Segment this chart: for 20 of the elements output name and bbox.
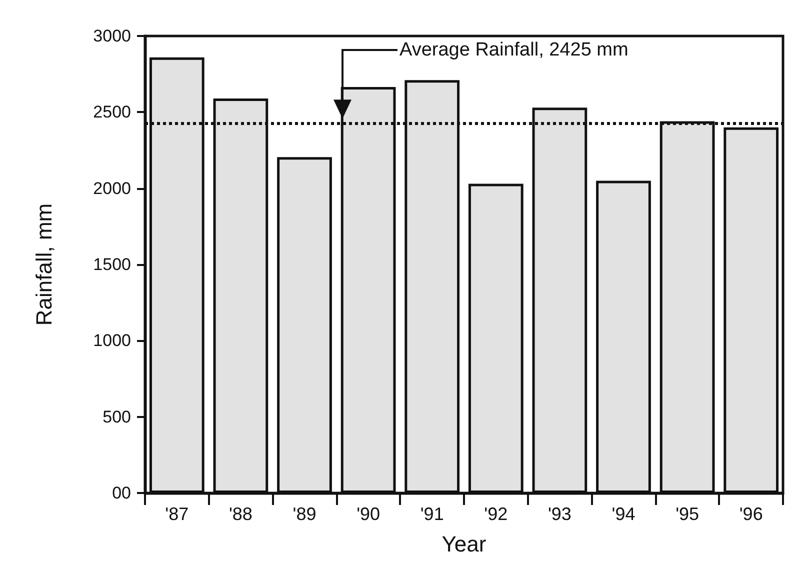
x-tick-label: '90 xyxy=(356,504,380,524)
y-tick-label: 3000 xyxy=(93,26,131,46)
y-tick-label: 1500 xyxy=(93,255,131,274)
x-tick-label: '96 xyxy=(739,504,763,524)
x-tick-label: '94 xyxy=(612,504,636,524)
x-tick-label: '95 xyxy=(676,504,700,524)
x-tick-label: '92 xyxy=(484,504,508,524)
x-axis-title: Year xyxy=(442,532,486,556)
y-tick-label: 2000 xyxy=(93,178,131,198)
x-tick-label: '93 xyxy=(548,504,572,524)
y-tick-label: 500 xyxy=(102,407,131,426)
y-tick-label: 00 xyxy=(112,484,131,502)
x-tick-label: '91 xyxy=(420,504,444,524)
y-tick-label: 2500 xyxy=(93,102,131,122)
y-tick-label: 1000 xyxy=(93,331,131,350)
x-tick-label: '88 xyxy=(228,504,252,524)
y-axis-title: Rainfall, mm xyxy=(32,203,56,326)
x-tick-label: '89 xyxy=(292,504,316,524)
x-tick-label: '87 xyxy=(165,504,189,524)
ref-line-label: Average Rainfall, 2425 mm xyxy=(400,40,628,60)
